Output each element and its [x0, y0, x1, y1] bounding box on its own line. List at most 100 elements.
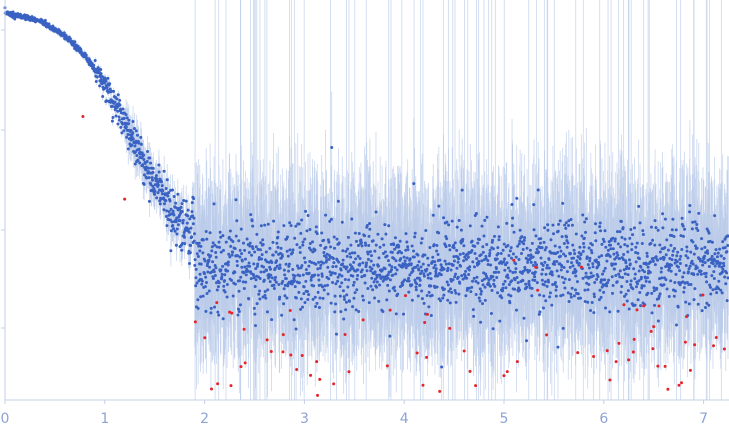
data-point	[289, 224, 293, 228]
data-point	[256, 247, 260, 251]
data-point	[210, 245, 214, 249]
data-point	[528, 248, 532, 252]
data-point	[668, 257, 672, 261]
data-point	[162, 208, 166, 212]
data-point	[598, 221, 602, 225]
data-point	[621, 276, 625, 280]
data-point	[217, 240, 221, 244]
data-point	[117, 118, 121, 122]
data-point	[423, 253, 427, 257]
data-point	[520, 235, 524, 239]
data-point	[92, 63, 96, 67]
data-point	[404, 266, 408, 270]
data-point	[457, 218, 461, 222]
data-point	[420, 237, 424, 241]
data-point	[436, 274, 440, 278]
data-point	[393, 236, 397, 240]
data-point	[511, 252, 515, 256]
data-point	[208, 265, 212, 269]
data-point	[590, 301, 594, 305]
data-point	[105, 85, 109, 89]
data-point	[273, 275, 277, 279]
data-point	[634, 260, 638, 264]
data-point	[268, 246, 272, 250]
data-point	[620, 235, 624, 239]
data-point	[230, 278, 234, 282]
data-point	[506, 273, 510, 277]
data-point	[181, 218, 185, 222]
data-point	[124, 125, 128, 129]
data-point	[599, 229, 603, 233]
data-point	[522, 316, 526, 320]
data-point	[193, 263, 197, 267]
data-point	[664, 253, 668, 257]
data-point	[593, 231, 597, 235]
data-point	[410, 298, 414, 302]
data-point	[297, 290, 301, 294]
data-point	[672, 294, 676, 298]
data-point	[315, 232, 319, 236]
data-point	[599, 295, 603, 299]
data-point	[615, 251, 619, 255]
data-point	[526, 260, 530, 264]
data-point	[470, 248, 474, 252]
data-point	[294, 224, 298, 228]
data-point	[431, 255, 435, 259]
data-point	[100, 75, 104, 79]
data-point	[525, 285, 529, 289]
data-point	[565, 245, 569, 249]
data-point	[428, 245, 432, 249]
data-point	[258, 297, 262, 301]
data-point	[507, 293, 511, 297]
data-point	[369, 284, 373, 288]
data-point	[310, 260, 314, 264]
data-point	[262, 265, 266, 269]
data-point	[270, 261, 274, 265]
data-point	[446, 298, 450, 302]
data-point	[243, 265, 247, 269]
data-point	[611, 283, 615, 287]
data-point	[193, 258, 197, 262]
data-point	[331, 257, 335, 261]
data-point	[394, 272, 398, 276]
data-point	[84, 53, 88, 57]
data-point	[628, 262, 632, 266]
data-point	[261, 243, 265, 247]
data-point	[270, 276, 274, 280]
data-point	[497, 235, 501, 239]
data-point	[363, 273, 367, 277]
data-point	[168, 199, 172, 203]
data-point	[542, 294, 546, 298]
data-point	[383, 267, 387, 271]
data-point	[373, 249, 377, 253]
data-point	[654, 226, 658, 230]
data-point	[510, 203, 514, 207]
data-point	[549, 238, 553, 242]
data-point	[472, 314, 476, 318]
data-point	[386, 283, 390, 287]
data-point	[536, 188, 540, 192]
data-point	[272, 283, 276, 287]
data-point	[425, 267, 429, 271]
data-point	[398, 239, 402, 243]
data-point	[187, 230, 191, 234]
data-point	[211, 276, 215, 280]
data-point	[490, 288, 494, 292]
data-point	[481, 250, 485, 254]
data-point	[186, 227, 190, 231]
data-point	[252, 276, 256, 280]
data-point	[332, 246, 336, 250]
data-point	[133, 144, 137, 148]
data-point	[639, 275, 643, 279]
data-point	[333, 294, 337, 298]
data-point	[285, 235, 289, 239]
data-point	[538, 310, 542, 314]
data-point	[204, 280, 208, 284]
data-point	[417, 260, 421, 264]
data-point	[386, 273, 390, 277]
data-point	[234, 198, 238, 202]
data-point	[263, 223, 267, 227]
data-point	[303, 237, 307, 241]
data-point	[539, 237, 543, 241]
data-point	[408, 273, 412, 277]
